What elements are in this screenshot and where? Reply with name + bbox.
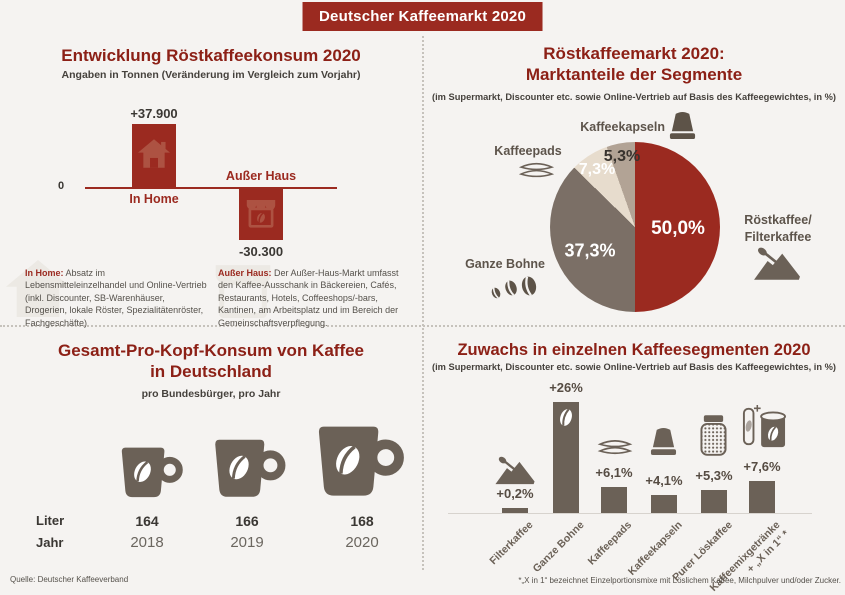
pie-pct-ganze-bohne: 37,3%: [564, 240, 616, 261]
pie-pct-kaffeekapseln: 5,3%: [603, 148, 641, 165]
horizontal-divider: [0, 325, 845, 327]
shop-watermark-icon: [212, 260, 274, 323]
growth-title: Zuwachs in einzelnen Kaffeesegmenten 202…: [457, 341, 811, 359]
growth-cat-ganze-bohne: Ganze Bohne: [530, 519, 587, 575]
capsule-icon-small: [650, 427, 677, 461]
bar-purer-loeskaffee: [701, 490, 727, 513]
white-bean-icon: [558, 407, 574, 433]
in-home-footnote: In Home: Absatz im Lebensmitteleinzelhan…: [25, 267, 207, 329]
filter-coffee-scoop-icon: [493, 453, 537, 490]
ground-coffee-scoop-icon: [753, 243, 801, 286]
consumption-subtitle: Angaben in Tonnen (Veränderung im Vergle…: [61, 69, 361, 81]
zero-axis-label: 0: [58, 180, 65, 192]
per-capita-title-line2: in Deutschland: [150, 362, 272, 381]
per-capita-title-line1: Gesamt-Pro-Kopf-Konsum von Kaffee: [57, 341, 365, 360]
in-home-footnote-lead: In Home:: [25, 268, 64, 278]
coffee-capsule-icon: [668, 111, 697, 145]
growth-cat-kaffeepads: Kaffeepads: [585, 519, 635, 568]
ausser-haus-footnote: Außer Haus: Der Außer-Haus-Markt umfasst…: [218, 267, 416, 329]
bar-kaffeepads: [601, 487, 627, 513]
in-home-bar: [132, 124, 176, 188]
pie-label-ganze-bohne: Ganze Bohne: [465, 257, 545, 271]
consumption-title: Entwicklung Röstkaffeekonsum 2020: [61, 46, 361, 65]
market-share-title-line1: Röstkaffeemarkt 2020:: [543, 44, 725, 63]
liter-row-label: Liter: [36, 513, 65, 528]
growth-value-ganze-bohne: +26%: [549, 380, 583, 395]
per-capita-subtitle: pro Bundesbürger, pro Jahr: [141, 388, 281, 400]
bar-ganze-bohne: [553, 402, 579, 513]
jahr-row-label: Jahr: [36, 535, 64, 550]
house-icon: [138, 139, 170, 173]
in-home-footnote-text: Absatz im Lebensmitteleinzelhandel und O…: [25, 268, 207, 328]
bar-filterkaffee: [502, 508, 528, 513]
vertical-divider: [422, 36, 424, 570]
liter-value-2020: 168: [350, 513, 374, 529]
pie-pct-kaffeepads: 7,3%: [578, 161, 616, 178]
source-note: Quelle: Deutscher Kaffeeverband: [10, 575, 129, 584]
year-2020: 2020: [345, 534, 379, 551]
growth-value-filterkaffee: +0,2%: [496, 486, 534, 501]
pie-pct-roestkaffee: 50,0%: [651, 218, 705, 239]
pie-label-roestkaffee: Röstkaffee/ Filterkaffee: [744, 213, 812, 244]
market-share-pie: [550, 142, 720, 312]
growth-baseline: [448, 513, 812, 514]
bar-kaffeemixgetraenke: [749, 481, 775, 513]
liter-value-2018: 164: [135, 513, 159, 529]
ausser-haus-footnote-text: Der Außer-Haus-Markt umfasst den Kaffee-…: [218, 268, 399, 328]
coffee-pads-icon: [518, 160, 555, 187]
ausser-haus-footnote-lead: Außer Haus:: [218, 268, 272, 278]
shop-icon: [245, 197, 277, 233]
growth-footnote: *„X in 1“ bezeichnet Einzelportionsmixe …: [518, 576, 841, 585]
ausser-haus-label: Außer Haus: [225, 169, 297, 183]
growth-cat-filterkaffee: Filterkaffee: [487, 519, 536, 568]
in-home-value: +37.900: [130, 106, 178, 121]
growth-value-kaffeepads: +6,1%: [595, 465, 633, 480]
pie-label-kaffeepads: Kaffeepads: [494, 144, 562, 158]
coffee-beans-icon: [489, 273, 539, 306]
coffee-mug-icon-2018: [119, 446, 185, 505]
pads-icon-small: [597, 438, 633, 463]
pie-label-kaffeekapseln: Kaffeekapseln: [580, 120, 665, 134]
instant-coffee-jar-icon: [700, 415, 727, 461]
growth-value-kaffeekapseln: +4,1%: [645, 473, 683, 488]
year-2018: 2018: [130, 534, 164, 551]
market-share-subtitle: (im Supermarkt, Discounter etc. sowie On…: [431, 92, 836, 102]
coffee-mix-stick-and-can-icon: [742, 404, 786, 454]
market-share-title-line2: Marktanteile der Segmente: [525, 65, 743, 84]
zero-axis-line: [85, 187, 337, 189]
growth-value-purer-loeskaffee: +5,3%: [695, 468, 733, 483]
house-watermark-icon: [6, 260, 70, 322]
bar-kaffeekapseln: [651, 495, 677, 513]
growth-value-kaffeemixgetraenke: +7,6%: [743, 459, 781, 474]
growth-subtitle: (im Supermarkt, Discounter etc. sowie On…: [431, 362, 836, 372]
in-home-label: In Home: [129, 192, 179, 206]
year-2019: 2019: [230, 534, 264, 551]
ausser-haus-value: -30.300: [238, 244, 284, 259]
page-title: Deutscher Kaffeemarkt 2020: [302, 2, 543, 31]
ausser-haus-bar: [239, 189, 283, 240]
liter-value-2019: 166: [235, 513, 259, 529]
coffee-mug-icon-2020: [315, 424, 407, 505]
coffee-mug-icon-2019: [212, 438, 288, 505]
